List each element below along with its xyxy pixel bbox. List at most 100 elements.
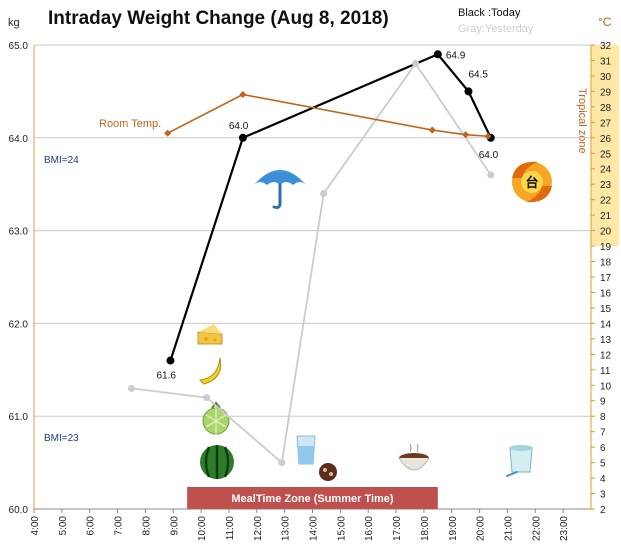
x-tick-label: 7:00 <box>114 516 125 536</box>
melon-net <box>205 408 227 434</box>
melon-stem <box>211 401 221 409</box>
cheese-hole <box>204 337 208 341</box>
tropical-zone-band <box>591 45 619 247</box>
y-tick-label: 62.0 <box>9 319 29 330</box>
data-label: 64.5 <box>468 69 488 80</box>
y2-tick-label: 11 <box>600 366 611 377</box>
cheese-body <box>197 331 223 345</box>
room-temp-point <box>164 129 172 137</box>
y2-tick-label: 17 <box>600 273 612 284</box>
y2-tick-label: 24 <box>600 165 612 176</box>
umbrella-icon <box>254 170 306 209</box>
yogurt-spoon <box>506 471 518 477</box>
x-tick-label: 14:00 <box>309 516 320 541</box>
y2-tick-label: 19 <box>600 242 612 253</box>
y2-tick-label: 8 <box>600 412 606 423</box>
chocolate-body <box>319 463 337 481</box>
x-tick-label: 22:00 <box>531 516 542 541</box>
yogurt-cup-icon <box>506 445 533 477</box>
banana-icon <box>198 357 222 385</box>
y-axis-unit: kg <box>8 17 20 29</box>
y2-tick-label: 27 <box>600 118 612 129</box>
x-tick-label: 17:00 <box>392 516 403 541</box>
data-label: 64.0 <box>479 150 499 161</box>
today-point <box>238 133 247 142</box>
chocolate-dot <box>323 468 327 472</box>
cheese-top <box>198 324 222 334</box>
x-tick-label: 12:00 <box>253 516 264 541</box>
y2-tick-label: 15 <box>600 304 612 315</box>
yesterday-point <box>127 384 135 392</box>
legend-yesterday: Gray:Yesterday <box>458 23 534 35</box>
x-tick-label: 11:00 <box>225 516 236 541</box>
y2-tick-label: 13 <box>600 335 612 346</box>
glass-water <box>298 446 314 464</box>
series-line-today <box>169 52 492 361</box>
y2-tick-label: 7 <box>600 428 606 439</box>
x-tick-label: 19:00 <box>448 516 459 541</box>
x-tick-label: 13:00 <box>281 516 292 541</box>
y2-tick-label: 2 <box>600 505 606 516</box>
y2-tick-label: 25 <box>600 149 612 160</box>
yesterday-point <box>278 459 286 467</box>
banana-body <box>198 357 222 385</box>
cheese-icon <box>197 324 223 345</box>
x-tick-label: 23:00 <box>559 516 570 541</box>
y2-tick-label: 5 <box>600 459 606 470</box>
yesterday-point <box>412 60 420 68</box>
chocolate-icon <box>319 463 337 481</box>
yesterday-point <box>487 171 495 179</box>
y2-tick-label: 14 <box>600 319 612 330</box>
y2-tick-label: 4 <box>600 474 606 485</box>
x-tick-label: 6:00 <box>86 516 97 536</box>
typhoon-char: 台 <box>525 175 538 190</box>
x-tick-label: 8:00 <box>141 516 152 536</box>
bmi-label: BMI=24 <box>44 155 79 166</box>
typhoon-core <box>521 171 543 193</box>
y2-tick-label: 22 <box>600 196 612 207</box>
y-tick-label: 64.0 <box>9 134 29 145</box>
x-tick-label: 9:00 <box>169 516 180 536</box>
y2-tick-label: 9 <box>600 397 606 408</box>
chocolate-dot <box>329 472 333 476</box>
room-temp-label: Room Temp. <box>99 118 161 130</box>
y2-tick-label: 23 <box>600 180 612 191</box>
soup-bowl-icon <box>398 443 430 471</box>
y2-tick-label: 30 <box>600 72 612 83</box>
y-tick-label: 65.0 <box>9 41 29 52</box>
tropical-zone-label: Tropical zone <box>576 88 588 154</box>
bmi-label: BMI=23 <box>44 433 79 444</box>
x-tick-label: 18:00 <box>420 516 431 541</box>
y2-tick-label: 21 <box>600 211 612 222</box>
x-tick-label: 20:00 <box>476 516 487 541</box>
room-temp-point <box>239 90 247 99</box>
room-temp-point <box>428 126 436 134</box>
y2-axis-unit: °C <box>598 15 612 29</box>
soup-bowl <box>398 457 430 471</box>
melon-icon <box>202 401 230 435</box>
soup-steam <box>409 443 419 453</box>
chart-title: Intraday Weight Change (Aug 8, 2018) <box>48 8 389 29</box>
typhoon-swirl <box>512 161 552 203</box>
y2-tick-label: 18 <box>600 258 612 269</box>
yesterday-point <box>203 394 211 402</box>
today-point <box>433 50 442 59</box>
x-tick-label: 15:00 <box>336 516 347 541</box>
y2-tick-label: 29 <box>600 87 612 98</box>
y2-tick-label: 3 <box>600 490 606 501</box>
y2-tick-label: 10 <box>600 381 612 392</box>
yesterday-point <box>320 189 328 197</box>
y2-tick-label: 26 <box>600 134 612 145</box>
data-label: 61.6 <box>156 371 176 382</box>
yogurt-cup-lid <box>509 445 533 451</box>
y2-tick-label: 6 <box>600 443 606 454</box>
y2-tick-label: 32 <box>600 41 612 52</box>
umbrella-canopy <box>254 170 306 185</box>
meal-zone-label: MealTime Zone (Summer Time) <box>231 493 394 505</box>
cheese-hole <box>213 338 217 342</box>
today-point <box>464 87 473 96</box>
series-line-yesterday <box>131 61 492 465</box>
y-tick-label: 61.0 <box>9 412 29 423</box>
y2-tick-label: 28 <box>600 103 612 114</box>
